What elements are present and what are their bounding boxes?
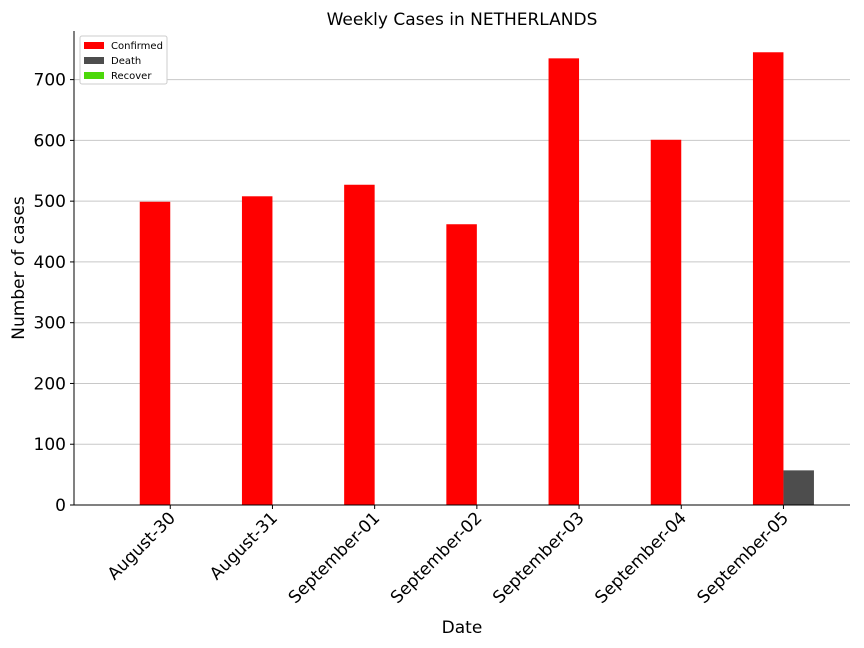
y-ticks: 0 100 200 300 400 500 600 700 xyxy=(34,71,74,516)
x-tick-label: September-04 xyxy=(591,508,690,607)
bar-confirmed-september-02 xyxy=(446,224,477,505)
y-tick-label: 600 xyxy=(34,131,66,151)
legend-swatch-confirmed xyxy=(84,42,104,49)
bar-confirmed-august-31 xyxy=(241,196,273,506)
legend-label-recover: Recover xyxy=(111,71,152,82)
x-tick-label: August-30 xyxy=(104,508,180,584)
y-tick-label: 500 xyxy=(34,192,66,212)
legend-swatch-recover xyxy=(84,72,104,79)
bar-confirmed-september-01 xyxy=(344,184,375,505)
legend-label-death: Death xyxy=(111,56,141,67)
y-axis-label: Number of cases xyxy=(9,196,29,340)
bar-confirmed-august-30 xyxy=(139,201,171,505)
y-tick-label: 200 xyxy=(34,374,66,394)
x-tick-label: August-31 xyxy=(206,508,282,584)
x-tick-label: September-03 xyxy=(489,508,588,607)
x-tick-label: September-02 xyxy=(387,508,486,607)
x-tick-label: September-01 xyxy=(285,508,384,607)
x-tick-label: September-05 xyxy=(694,508,793,607)
chart-title: Weekly Cases in NETHERLANDS xyxy=(327,10,598,30)
y-tick-label: 100 xyxy=(34,435,66,455)
x-ticks: August-30 August-31 September-01 September-… xyxy=(104,505,793,608)
bar-confirmed-september-05 xyxy=(752,52,784,506)
bar-confirmed-september-03 xyxy=(548,58,580,505)
bar-death-september-05 xyxy=(783,470,814,505)
y-tick-label: 0 xyxy=(55,496,66,516)
x-axis-label: Date xyxy=(442,618,483,638)
y-tick-label: 400 xyxy=(34,253,66,273)
y-tick-label: 700 xyxy=(34,71,66,91)
y-tick-label: 300 xyxy=(34,314,66,334)
legend: Confirmed Death Recover xyxy=(79,35,168,85)
legend-label-confirmed: Confirmed xyxy=(111,41,163,52)
bars xyxy=(139,52,814,506)
legend-swatch-death xyxy=(84,57,104,64)
bar-confirmed-september-04 xyxy=(650,139,682,505)
